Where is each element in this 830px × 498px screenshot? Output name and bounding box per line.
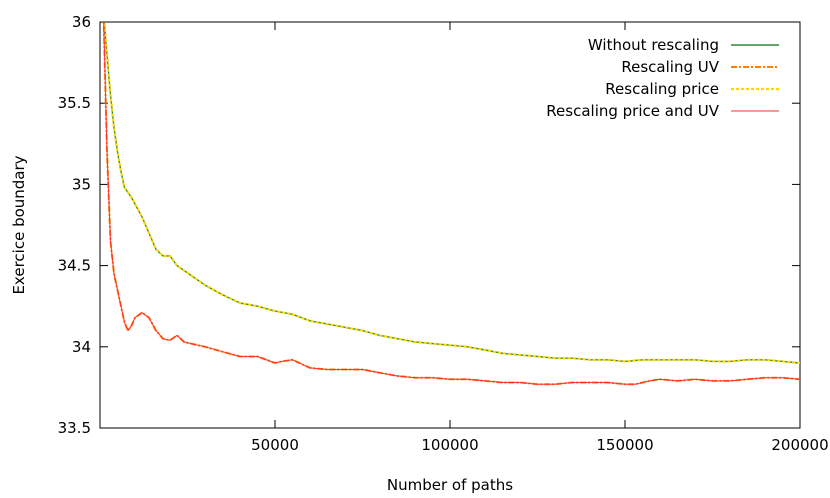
x-tick-label: 150000	[596, 436, 653, 454]
x-axis-label: Number of paths	[387, 476, 513, 494]
plot-area	[102, 22, 800, 386]
legend-label: Rescaling price	[605, 80, 719, 98]
x-tick-label: 50000	[251, 436, 299, 454]
y-tick-label: 35.5	[58, 94, 91, 112]
series-line-2	[103, 22, 800, 365]
y-axis-label: Exercice boundary	[10, 155, 28, 294]
x-tick-label: 200000	[771, 436, 828, 454]
x-tick-label: 100000	[421, 436, 478, 454]
y-tick-label: 34	[72, 338, 91, 356]
y-tick-label: 36	[72, 13, 91, 31]
y-tick-label: 34.5	[58, 257, 91, 275]
chart-axes: 33.5 34 34.5 35 35.5 36 50000 100000 150000 20000…	[58, 13, 829, 454]
y-tick-label: 35	[72, 175, 91, 193]
legend-label: Rescaling price and UV	[546, 102, 719, 120]
legend-label: Without rescaling	[588, 36, 719, 54]
y-tick-label: 33.5	[58, 419, 91, 437]
series-line-3	[103, 22, 800, 385]
legend-label: Rescaling UV	[621, 58, 719, 76]
legend: Without rescaling Rescaling UV Rescaling p…	[546, 36, 779, 120]
